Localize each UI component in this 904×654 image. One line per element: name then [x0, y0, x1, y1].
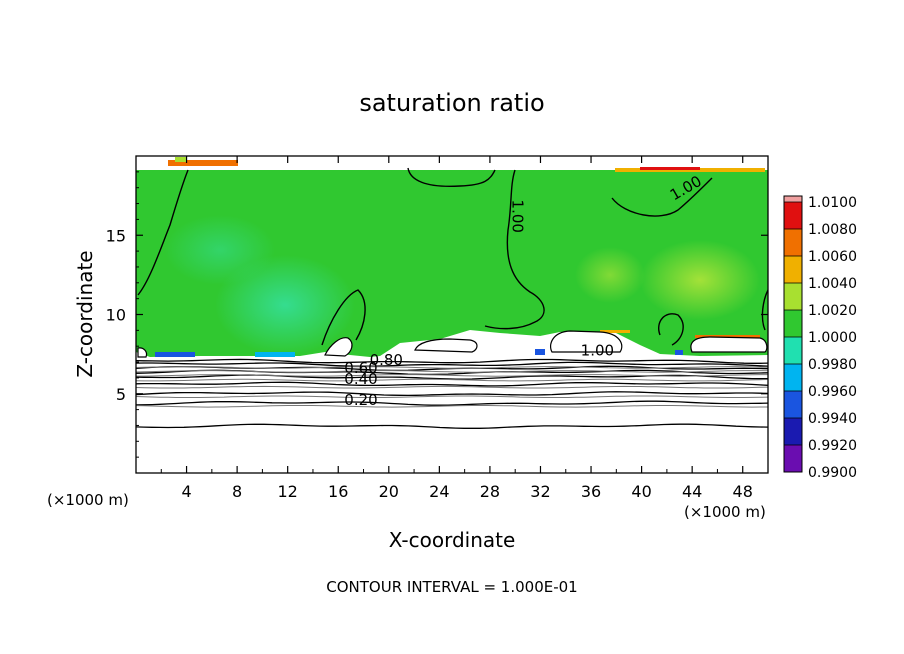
contour-interval-footer: CONTOUR INTERVAL = 1.000E-01 — [326, 578, 577, 596]
isoline-minor — [136, 395, 768, 398]
x-axis: 4 8 12 16 20 24 28 32 36 40 44 48 — [160, 156, 753, 501]
top-edge-strip — [168, 160, 238, 166]
isoline — [136, 423, 768, 429]
contour-label: 0.60 — [344, 359, 377, 377]
isoline — [136, 391, 768, 397]
colorbar-swatch — [784, 202, 802, 229]
cloud-base-patch — [155, 352, 195, 357]
colorbar-label: 1.0100 — [808, 195, 857, 211]
colorbar-label: 0.9940 — [808, 411, 857, 427]
cloud-base-patch — [600, 330, 630, 333]
x-tick-label: 4 — [181, 482, 191, 501]
colorbar-label: 1.0000 — [808, 330, 857, 346]
x-tick-label: 12 — [278, 482, 298, 501]
supersaturated-patch — [575, 247, 645, 303]
colorbar-label: 1.0060 — [808, 249, 857, 265]
y-tick-label: 15 — [106, 226, 126, 245]
x-axis-unit-right: (×1000 m) — [684, 503, 766, 521]
y-axis: 5 10 15 — [106, 171, 768, 458]
x-tick-label: 8 — [232, 482, 242, 501]
supersaturated-patch — [640, 240, 760, 320]
x-tick-label: 44 — [682, 482, 702, 501]
clear-hole — [549, 330, 623, 353]
x-tick-label: 28 — [480, 482, 500, 501]
colorbar: 0.9900 0.9920 0.9940 0.9960 0.9980 1.0000 1.00… — [783, 195, 857, 481]
colorbar-label: 1.0020 — [808, 303, 857, 319]
isoline — [136, 400, 768, 406]
isoline-minor — [136, 378, 768, 382]
cloud-base-patch — [675, 350, 683, 355]
x-tick-label: 24 — [429, 482, 449, 501]
x-axis-unit-left: (×1000 m) — [47, 491, 129, 509]
cloud-base-patch — [535, 349, 545, 355]
y-tick-label: 5 — [116, 385, 126, 404]
contour-isolines-minor — [136, 366, 768, 408]
colorbar-label: 1.0040 — [808, 276, 857, 292]
colorbar-swatch — [784, 418, 802, 445]
clear-hole — [324, 337, 353, 357]
colorbar-swatch — [784, 283, 802, 310]
subsaturated-patch — [165, 215, 275, 285]
contour-label: 0.80 — [370, 351, 403, 369]
contour-1.00 — [137, 167, 768, 346]
x-tick-label: 16 — [328, 482, 348, 501]
clear-hole — [414, 338, 478, 353]
isoline-minor — [136, 370, 768, 373]
colorbar-label: 1.0080 — [808, 222, 857, 238]
colorbar-swatch — [784, 310, 802, 337]
isoline-minor — [136, 374, 768, 377]
y-tick-label: 10 — [106, 306, 126, 325]
contour-label: 0.20 — [344, 391, 377, 409]
isoline — [136, 358, 768, 364]
subsaturated-patch — [215, 255, 355, 355]
x-tick-label: 20 — [379, 482, 399, 501]
contour-label: 1.00 — [581, 342, 614, 360]
contour-label: 1.00 — [509, 200, 527, 233]
colorbar-swatch — [784, 229, 802, 256]
x-tick-label: 36 — [581, 482, 601, 501]
x-tick-label: 32 — [530, 482, 550, 501]
colorbar-swatch — [784, 391, 802, 418]
colorbar-swatch — [784, 256, 802, 283]
isoline — [136, 381, 768, 387]
saturation-field — [136, 156, 768, 473]
isoline-minor — [136, 385, 768, 389]
isoline — [136, 361, 768, 367]
top-edge-strip — [175, 157, 187, 162]
y-axis-label: Z-coordinate — [73, 250, 97, 377]
x-tick-label: 48 — [733, 482, 753, 501]
cloud-base-patch — [255, 352, 295, 357]
colorbar-swatch — [784, 364, 802, 391]
x-tick-label: 40 — [631, 482, 651, 501]
contour-labels: 1.001.001.000.800.600.400.20 — [344, 172, 705, 409]
contour-label: 0.40 — [344, 370, 377, 388]
colorbar-label: 0.9960 — [808, 384, 857, 400]
colorbar-label: 0.9980 — [808, 357, 857, 373]
clear-hole — [690, 336, 768, 353]
x-axis-label: X-coordinate — [389, 528, 516, 552]
colorbar-label: 0.9920 — [808, 438, 857, 454]
chart-title: saturation ratio — [359, 89, 544, 117]
isoline-minor — [136, 405, 768, 408]
isoline-minor — [136, 366, 768, 369]
top-edge-strip — [640, 167, 700, 170]
colorbar-swatch — [784, 196, 802, 202]
colorbar-swatch — [784, 337, 802, 364]
cloud-base-patch — [695, 335, 760, 338]
colorbar-swatch — [784, 445, 802, 472]
clear-hole — [137, 347, 148, 358]
colorbar-label: 0.9900 — [808, 465, 857, 481]
